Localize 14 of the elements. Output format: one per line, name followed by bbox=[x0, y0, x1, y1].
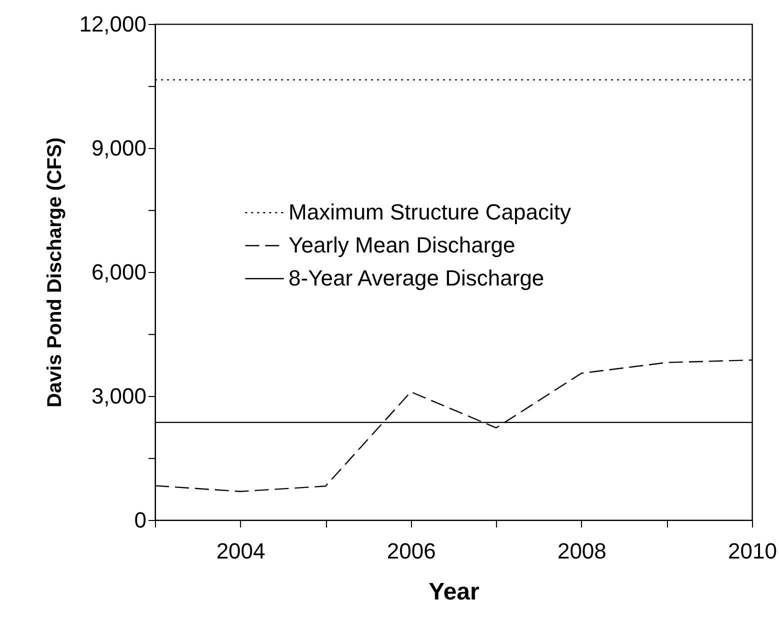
x-tick-label: 2006 bbox=[386, 538, 436, 564]
y-tick-label: 9,000 bbox=[91, 136, 146, 160]
y-tick-label: 12,000 bbox=[79, 12, 146, 36]
y-tick-label: 6,000 bbox=[91, 260, 146, 284]
x-tick-label: 2010 bbox=[728, 538, 777, 564]
y-tick-label: 0 bbox=[134, 508, 146, 532]
x-tick-label: 2004 bbox=[216, 538, 266, 564]
legend-label: Yearly Mean Discharge bbox=[288, 232, 516, 258]
legend-label: 8-Year Average Discharge bbox=[288, 266, 544, 291]
legend-label: Maximum Structure Capacity bbox=[288, 200, 571, 225]
x-axis-title: Year bbox=[428, 578, 480, 606]
y-axis-title: Davis Pond Discharge (CFS) bbox=[44, 137, 66, 408]
y-tick-label: 3,000 bbox=[91, 384, 146, 408]
x-tick-label: 2008 bbox=[557, 538, 606, 564]
